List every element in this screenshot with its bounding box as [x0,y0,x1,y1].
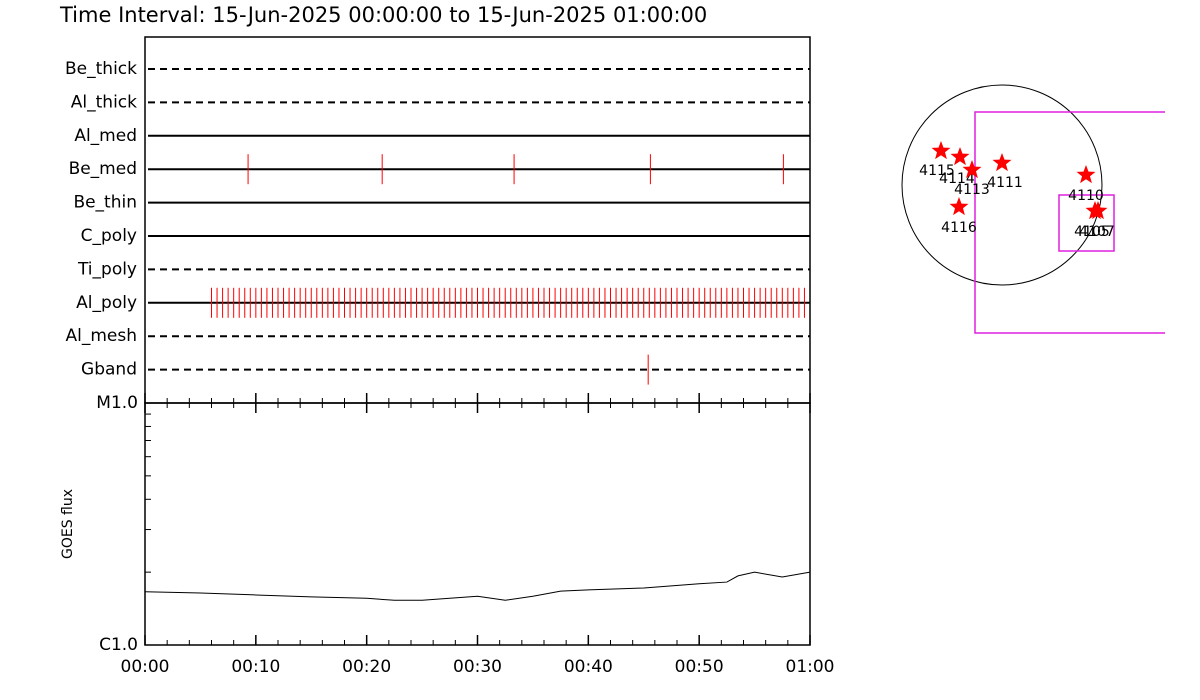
filter-label: Al_thick [71,92,137,112]
region-label: 4105 [1074,224,1110,240]
x-tick-label: 00:30 [453,657,502,677]
goes-frame [144,402,811,646]
y-tick-label: M1.0 [96,393,138,413]
solar-disk [901,84,1103,286]
filter-label: Al_poly [76,293,137,313]
x-tick-label: 00:20 [342,657,391,677]
sun-map [901,84,1165,334]
region-label: 4113 [954,182,990,198]
goes-curve [144,571,811,601]
filter-label: Gband [81,360,137,380]
region-marker [1076,165,1096,184]
filter-label: C_poly [81,226,137,246]
region-label: 4115 [919,163,955,179]
region-marker [962,160,982,179]
filter-label: Ti_poly [77,259,137,279]
region-label: 4107 [1079,224,1115,240]
filter-label: Be_thick [65,59,137,79]
region-label: 4114 [939,171,975,187]
region-marker [992,153,1012,172]
region-label: 4110 [1068,188,1104,204]
region-marker [931,141,951,160]
region-marker [950,147,970,166]
filter-label: Be_med [69,159,137,179]
filter-label: Al_med [74,126,137,146]
x-tick-label: 00:40 [564,657,613,677]
chart-title: Time Interval: 15-Jun-2025 00:00:00 to 1… [59,3,707,27]
region-marker [1088,201,1108,220]
y-tick-label: C1.0 [99,635,138,655]
region-label: 4116 [941,220,977,236]
x-tick-label: 00:00 [121,657,170,677]
timeline-frame [144,36,811,404]
y-axis-label: GOES flux [60,489,76,559]
filter-label: Be_thin [73,193,137,213]
region-label: 4111 [987,175,1023,191]
x-tick-label: 00:50 [675,657,724,677]
region-marker [949,197,969,216]
filter-label: Al_mesh [65,326,137,346]
x-tick-label: 00:10 [231,657,280,677]
x-tick-label: 01:00 [786,657,835,677]
fov-box [974,111,1165,334]
fov-box [1058,194,1115,252]
